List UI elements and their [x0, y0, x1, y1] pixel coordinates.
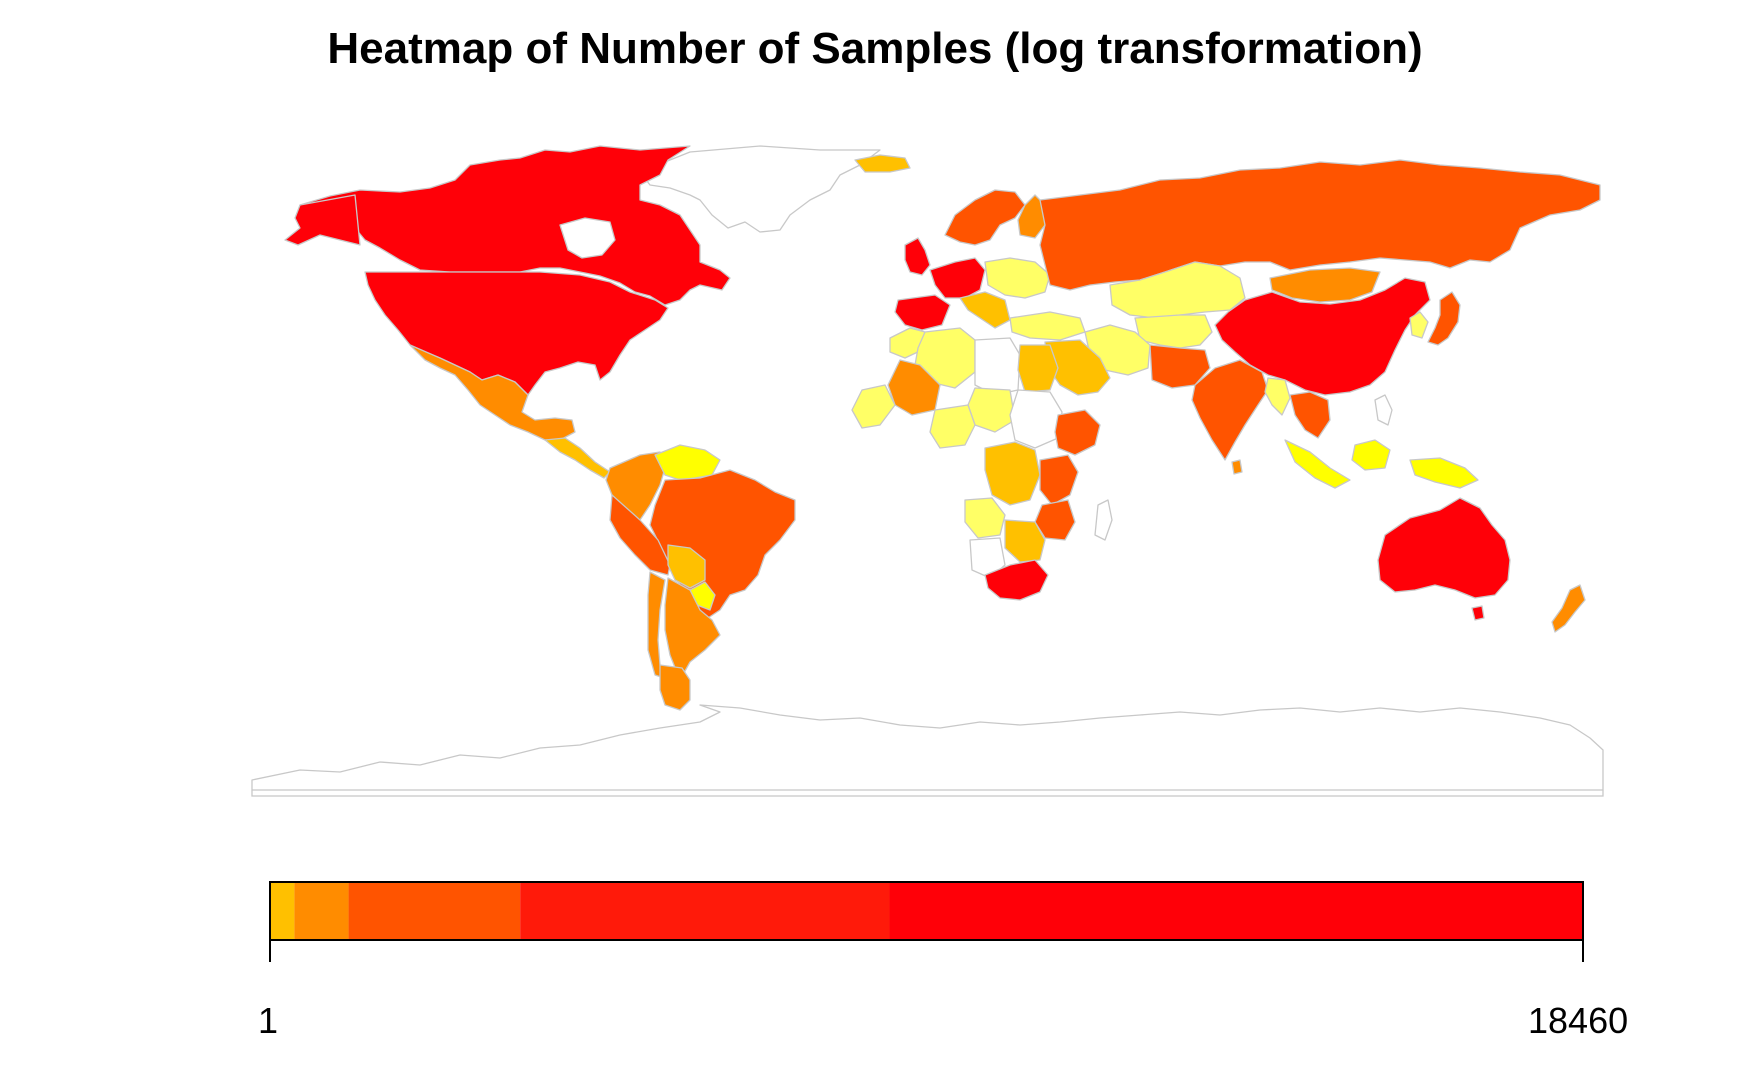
- region-alaska: [284, 194, 361, 246]
- legend-color-bar: [270, 882, 1583, 940]
- region-algeria: [914, 327, 976, 389]
- region-argentina: [664, 577, 721, 681]
- region-greenland: [639, 145, 881, 233]
- region-vietnam: [1289, 391, 1331, 439]
- region-western-europe: [929, 257, 986, 299]
- region-kazakhstan: [1109, 261, 1246, 319]
- region-united-states: [364, 271, 669, 396]
- legend-segment: [270, 882, 295, 940]
- region-peru: [609, 494, 671, 576]
- region-japan: [1427, 291, 1461, 346]
- regions-layer: [251, 145, 1604, 791]
- region-hudson-bay: [559, 217, 616, 259]
- region-indonesia: [1284, 439, 1351, 489]
- legend-min-label: 1: [258, 1000, 279, 1041]
- region-egypt: [1017, 344, 1059, 393]
- legend-segment: [294, 882, 349, 940]
- region-sri-lanka: [1231, 459, 1243, 475]
- map-frame: [251, 790, 1604, 797]
- legend-max-label: 18460: [1528, 1000, 1629, 1041]
- region-iceland: [854, 154, 911, 173]
- region-mongolia: [1269, 267, 1381, 303]
- region-mexico: [409, 344, 576, 441]
- region-finland: [1017, 194, 1046, 239]
- region-mali: [887, 359, 941, 416]
- region-tasmania: [1471, 605, 1485, 621]
- region-russia: [1039, 159, 1601, 291]
- region-kenya: [1039, 454, 1079, 506]
- region-madagascar: [1094, 499, 1113, 541]
- region-west-africa: [851, 384, 896, 429]
- region-china: [1214, 277, 1431, 396]
- region-myanmar: [1264, 377, 1291, 416]
- region-philippines: [1374, 394, 1393, 426]
- region-zambia-moz: [1004, 519, 1046, 563]
- region-antarctica: [251, 704, 1604, 791]
- region-indonesia-east: [1409, 457, 1479, 489]
- region-scandinavia: [944, 189, 1026, 246]
- region-korea: [1409, 311, 1429, 339]
- legend-segment: [348, 882, 521, 940]
- region-angola: [964, 497, 1006, 539]
- region-bolivia: [667, 544, 706, 589]
- region-india: [1191, 359, 1269, 461]
- region-new-zealand: [1551, 584, 1586, 633]
- region-ethiopia: [1054, 409, 1101, 456]
- region-dr-congo: [984, 441, 1041, 506]
- region-sudan: [1009, 389, 1063, 449]
- region-turkey: [1009, 311, 1086, 341]
- region-south-africa: [984, 559, 1049, 601]
- legend-segment: [889, 882, 1583, 940]
- legend-segment: [520, 882, 890, 940]
- region-australia: [1377, 497, 1511, 599]
- region-united-kingdom: [904, 237, 931, 276]
- region-indonesia-borneo: [1351, 439, 1391, 471]
- region-pakistan: [1149, 344, 1211, 389]
- legend: [269, 881, 1584, 962]
- region-eastern-europe: [984, 257, 1051, 299]
- region-balkans: [959, 291, 1011, 329]
- region-canada: [299, 145, 731, 306]
- region-patagonia: [659, 664, 691, 711]
- map-title: Heatmap of Number of Samples (log transf…: [327, 24, 1423, 73]
- region-nigeria: [929, 404, 976, 449]
- region-spain: [894, 294, 951, 331]
- region-central-america: [544, 437, 611, 479]
- region-libya: [974, 337, 1021, 396]
